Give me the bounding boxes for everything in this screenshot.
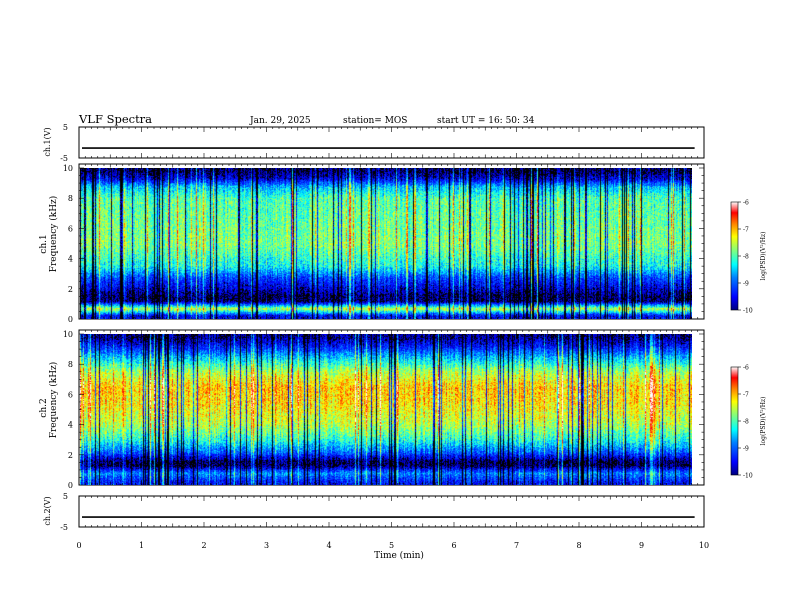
ch1-spectrogram-ytick-label: 10	[63, 164, 73, 173]
station-label: station= MOS	[343, 116, 407, 126]
ch2-colorbar-tick-label: -8	[743, 419, 749, 426]
ch1-waveform-frame	[78, 126, 705, 159]
ch2-colorbar-tick-label: -9	[743, 446, 749, 453]
ch2-colorbar-gradient	[730, 366, 739, 476]
ch2-colorbar-tick-label: -6	[743, 365, 749, 372]
ch1-ytick-bottom: -5	[60, 154, 68, 163]
ch1-spectrogram-image	[80, 168, 692, 319]
ch2-spectrogram-ytick-label: 10	[63, 330, 73, 339]
ch2-spectrogram-image	[80, 334, 692, 485]
ch2-spectrogram-ytick-label: 4	[68, 421, 73, 430]
ch2-spectrogram-ytick-label: 0	[68, 481, 73, 490]
ch1-colorbar-tick-label: -6	[743, 200, 749, 207]
ch1-spectrogram-ticks: 0 2 4 6 8 10	[63, 164, 705, 324]
ch2-colorbar: -6 -7 -8 -9 -10 log(PSD)(V²/Hz)	[730, 365, 767, 480]
ch1-colorbar: -6 -7 -8 -9 -10 log(PSD)(V²/Hz)	[730, 200, 767, 315]
ch1-spectrogram-ytick-label: 0	[68, 315, 73, 324]
ch2-waveform-frame	[78, 495, 705, 528]
ch2-colorbar-tick-label: -10	[743, 473, 753, 480]
ch1-colorbar-tick-label: -10	[743, 308, 753, 315]
ch1-spectrogram-ytick-label: 6	[68, 224, 73, 233]
ch1-ylabel-frequency: Frequency (kHz)	[48, 196, 59, 273]
time-tick-label: 3	[264, 541, 269, 550]
ch2-ylabel-channel: ch.2	[39, 398, 49, 417]
ch2-ytick-bottom: -5	[60, 523, 68, 532]
ch2-waveform-panel: 0 1 2 3 4 5 6 7 8 9 10 5 -5 ch.2(V) Time (min)	[43, 492, 709, 561]
ch1-colorbar-label: log(PSD)(V²/Hz)	[760, 232, 767, 281]
time-tick-label: 5	[389, 541, 394, 550]
ch2-waveform-ticks: 0 1 2 3 4 5 6 7 8 9 10	[76, 496, 709, 550]
ch2-spectrogram-image-holder	[80, 334, 692, 485]
ch2-colorbar-label: log(PSD)(V²/Hz)	[760, 397, 767, 446]
date-label: Jan. 29, 2025	[249, 116, 311, 126]
ch1-waveform-ticks	[78, 127, 705, 158]
ch2-spectrogram-ytick-label: 2	[68, 451, 73, 460]
time-tick-label: 1	[139, 541, 144, 550]
ch1-ytick-top: 5	[63, 123, 68, 132]
ch1-colorbar-tick-label: -7	[743, 227, 749, 234]
ch1-spectrogram-ytick-label: 2	[68, 285, 73, 294]
ch1-colorbar-ticks: -6 -7 -8 -9 -10	[738, 200, 753, 315]
ch1-spectrogram-image-holder	[80, 168, 692, 319]
time-tick-label: 9	[639, 541, 644, 550]
ch1-spectrogram-ytick-label: 8	[68, 194, 73, 203]
figure-title: VLF Spectra	[78, 112, 152, 126]
ch2-ytick-top: 5	[63, 492, 68, 501]
time-tick-label: 2	[201, 541, 206, 550]
ch1-spectrogram-panel: 0 2 4 6 8 10 ch.1 Frequency (kHz)	[39, 163, 705, 324]
ch1-colorbar-gradient	[730, 201, 739, 311]
ch1-colorbar-tick-label: -9	[743, 281, 749, 288]
time-tick-label: 8	[576, 541, 581, 550]
ch1-colorbar-tick-label: -8	[743, 254, 749, 261]
ch2-waveform-ylabel: ch.2(V)	[43, 496, 52, 525]
time-tick-label: 10	[699, 541, 709, 550]
time-tick-label: 4	[326, 541, 331, 550]
ch2-spectrogram-ticks: 0 2 4 6 8 10	[63, 330, 705, 490]
time-tick-label: 6	[451, 541, 456, 550]
time-tick-label: 0	[76, 541, 81, 550]
start-time-label: start UT = 16: 50: 34	[437, 116, 535, 126]
ch2-spectrogram-ytick-label: 8	[68, 360, 73, 369]
ch2-colorbar-tick-label: -7	[743, 392, 749, 399]
ch1-waveform-panel: 5 -5 ch.1(V)	[43, 123, 705, 163]
ch1-spectrogram-ytick-label: 4	[68, 255, 73, 264]
ch2-spectrogram-ytick-label: 6	[68, 390, 73, 399]
ch1-ylabel-channel: ch.1	[39, 234, 49, 253]
ch2-colorbar-ticks: -6 -7 -8 -9 -10	[738, 365, 753, 480]
ch1-waveform-ylabel: ch.1(V)	[43, 127, 52, 156]
ch2-spectrogram-panel: 0 2 4 6 8 10 ch.2 Frequency (kHz)	[39, 329, 705, 490]
ch2-ylabel-frequency: Frequency (kHz)	[48, 362, 59, 439]
time-axis-label: Time (min)	[374, 550, 424, 561]
time-tick-label: 7	[514, 541, 519, 550]
